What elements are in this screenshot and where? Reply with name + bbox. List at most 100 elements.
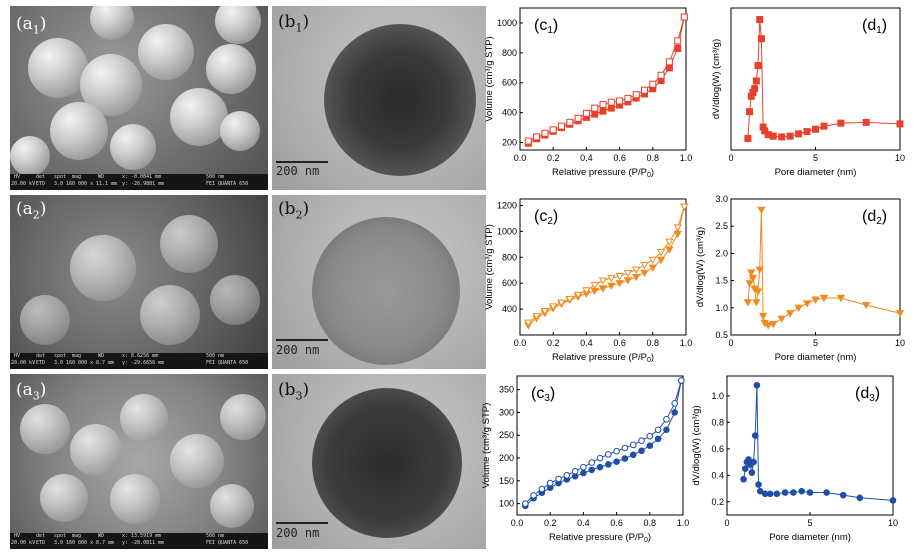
data-point bbox=[524, 137, 532, 145]
chart-c2: 0.0 0.2 0.4 0.6 0.8 1.0 400 600 800 1000 1200 Relat… bbox=[484, 198, 692, 364]
data-point bbox=[549, 303, 558, 311]
x-axis-label: Pore diameter (nm) bbox=[769, 532, 851, 543]
y-tick-label: 250 bbox=[499, 430, 514, 440]
data-point bbox=[621, 455, 629, 462]
x-tick-label: 0.6 bbox=[613, 338, 626, 348]
plot-frame bbox=[519, 7, 687, 151]
data-point bbox=[646, 442, 654, 450]
data-point bbox=[819, 294, 829, 303]
sem-image-a2: (a2) HV det spot mag WD 500 nm 20.00 kV … bbox=[10, 195, 268, 369]
y-tick-label: 1.5 bbox=[715, 276, 728, 286]
series-desorption bbox=[524, 203, 689, 327]
data-point bbox=[663, 426, 670, 434]
sphere bbox=[220, 111, 260, 151]
y-tick-label: 0.4 bbox=[711, 470, 724, 480]
data-point bbox=[596, 463, 604, 471]
x-tick-label: 0.8 bbox=[644, 518, 657, 528]
x-axis-label: Pore diameter (nm) bbox=[775, 167, 857, 178]
scale-bar-label: 200 nm bbox=[276, 343, 320, 357]
data-point bbox=[546, 479, 554, 487]
data-point bbox=[590, 282, 599, 290]
sphere bbox=[170, 434, 224, 488]
x-tick-label: 10 bbox=[895, 338, 905, 348]
panel-label-d2: (d2) bbox=[862, 208, 887, 227]
data-point bbox=[889, 497, 897, 504]
data-point bbox=[565, 295, 574, 304]
scale-bar bbox=[276, 161, 328, 163]
y-tick-label: 2.0 bbox=[715, 248, 728, 258]
data-point bbox=[623, 269, 633, 278]
y-tick-label: 1200 bbox=[497, 200, 517, 210]
data-point bbox=[533, 133, 541, 141]
data-point bbox=[580, 469, 587, 477]
data-point bbox=[798, 487, 806, 495]
data-point bbox=[629, 451, 637, 459]
data-point bbox=[785, 310, 795, 318]
hollow-sphere bbox=[312, 217, 460, 365]
data-point bbox=[743, 299, 753, 307]
sem-info-bar: HV det spot mag WD 500 nm 20.00 kV ETD 3… bbox=[10, 533, 268, 549]
panel-label-a1: (a1) bbox=[16, 14, 47, 37]
sphere bbox=[140, 285, 200, 345]
data-point bbox=[649, 80, 657, 88]
y-tick-label: 0.2 bbox=[711, 497, 724, 507]
y-tick-label: 0.6 bbox=[711, 444, 724, 454]
data-point bbox=[781, 489, 789, 496]
data-point bbox=[755, 266, 764, 274]
series-line bbox=[747, 209, 901, 326]
data-point bbox=[640, 269, 649, 278]
data-point bbox=[750, 458, 757, 466]
data-point bbox=[773, 490, 781, 498]
x-tick-label: 0.6 bbox=[613, 153, 626, 163]
data-point bbox=[632, 91, 640, 99]
data-point bbox=[755, 481, 762, 488]
x-tick-label: 0.0 bbox=[511, 518, 524, 528]
series-line bbox=[747, 19, 901, 139]
y-axis-label: Volume (cm³/g STP) bbox=[481, 403, 492, 489]
series-desorption bbox=[522, 377, 685, 507]
panel-label-d1: (d1) bbox=[862, 17, 887, 36]
plot-frame bbox=[516, 375, 684, 516]
y-tick-label: 150 bbox=[499, 476, 514, 486]
data-point bbox=[598, 285, 608, 293]
sphere bbox=[20, 404, 70, 454]
data-point bbox=[541, 129, 549, 137]
sphere bbox=[40, 474, 88, 522]
data-point bbox=[656, 249, 666, 257]
sphere bbox=[10, 136, 50, 176]
data-point bbox=[588, 466, 596, 474]
x-tick-label: 0.8 bbox=[647, 338, 660, 348]
y-tick-label: 0.5 bbox=[715, 330, 728, 340]
sphere bbox=[50, 102, 108, 160]
chart-c1: 0.0 0.2 0.4 0.6 0.8 1.0 200 400 600 800 1000 Relati… bbox=[484, 7, 692, 179]
data-point bbox=[582, 287, 591, 295]
data-point bbox=[640, 261, 649, 270]
panel-label-c2: (c2) bbox=[534, 208, 558, 227]
y-tick-label: 350 bbox=[499, 385, 514, 395]
data-point bbox=[862, 301, 871, 310]
data-point bbox=[769, 132, 777, 140]
scale-bar bbox=[276, 339, 328, 341]
data-point bbox=[663, 415, 670, 423]
x-tick-label: 5 bbox=[807, 518, 812, 528]
sem-info-bar: HV det spot mag WD 500 nm 20.00 kV ETD 3… bbox=[10, 174, 268, 190]
data-point bbox=[621, 444, 629, 452]
data-point bbox=[777, 315, 786, 323]
hollow-sphere bbox=[312, 388, 462, 538]
data-point bbox=[632, 266, 641, 274]
data-point bbox=[674, 37, 682, 45]
data-point bbox=[574, 114, 582, 122]
data-point bbox=[790, 489, 797, 496]
y-axis-label: Volume (cm³/g STP) bbox=[484, 36, 495, 122]
panel-label-c3: (c3) bbox=[531, 385, 555, 404]
tem-image-b1: (b1) 200 nm bbox=[272, 6, 486, 190]
data-point bbox=[566, 118, 574, 126]
data-point bbox=[596, 454, 604, 462]
x-tick-label: 0.0 bbox=[514, 338, 527, 348]
y-tick-label: 300 bbox=[499, 407, 514, 417]
data-point bbox=[769, 321, 778, 329]
series-distribution bbox=[744, 16, 904, 142]
data-point bbox=[605, 461, 612, 468]
data-point bbox=[756, 487, 764, 495]
data-point bbox=[607, 282, 616, 290]
